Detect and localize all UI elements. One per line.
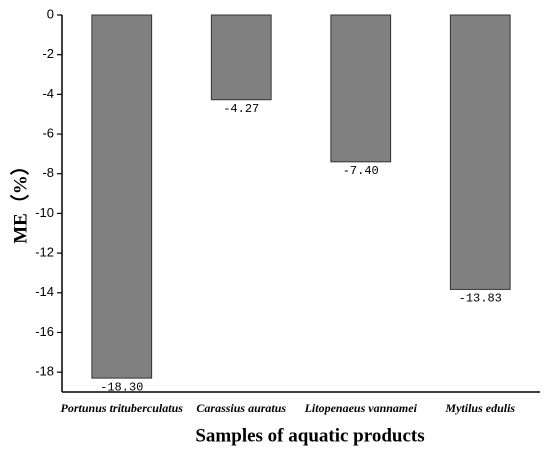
bar	[210, 14, 272, 101]
bar	[91, 14, 153, 379]
y-tick-label: -18	[35, 364, 54, 379]
y-tick-label: -8	[42, 165, 54, 180]
value-label: -4.27	[223, 102, 259, 116]
value-label: -13.83	[459, 292, 502, 306]
y-tick-label: 0	[47, 6, 54, 21]
y-axis-title: ME（%）	[8, 156, 31, 244]
x-tick-label: Portunus trituberculatus	[61, 401, 184, 415]
y-tick-label: -4	[42, 86, 54, 101]
y-tick-label: -6	[42, 125, 54, 140]
x-axis-title: Samples of aquatic products	[195, 425, 424, 446]
y-tick-label: -12	[35, 245, 54, 260]
x-tick-label: Mytilus edulis	[444, 401, 515, 415]
bar	[449, 14, 511, 290]
bar	[330, 14, 392, 163]
x-tick-label: Litopenaeus vannamei	[304, 401, 418, 415]
y-tick-label: -2	[42, 46, 54, 61]
y-tick-label: -10	[35, 205, 54, 220]
x-tick-label: Carassius auratus	[196, 401, 286, 415]
y-tick-label: -16	[35, 324, 54, 339]
y-tick-label: -14	[35, 284, 54, 299]
value-label: -7.40	[343, 164, 379, 178]
value-label: -18.30	[100, 380, 143, 394]
